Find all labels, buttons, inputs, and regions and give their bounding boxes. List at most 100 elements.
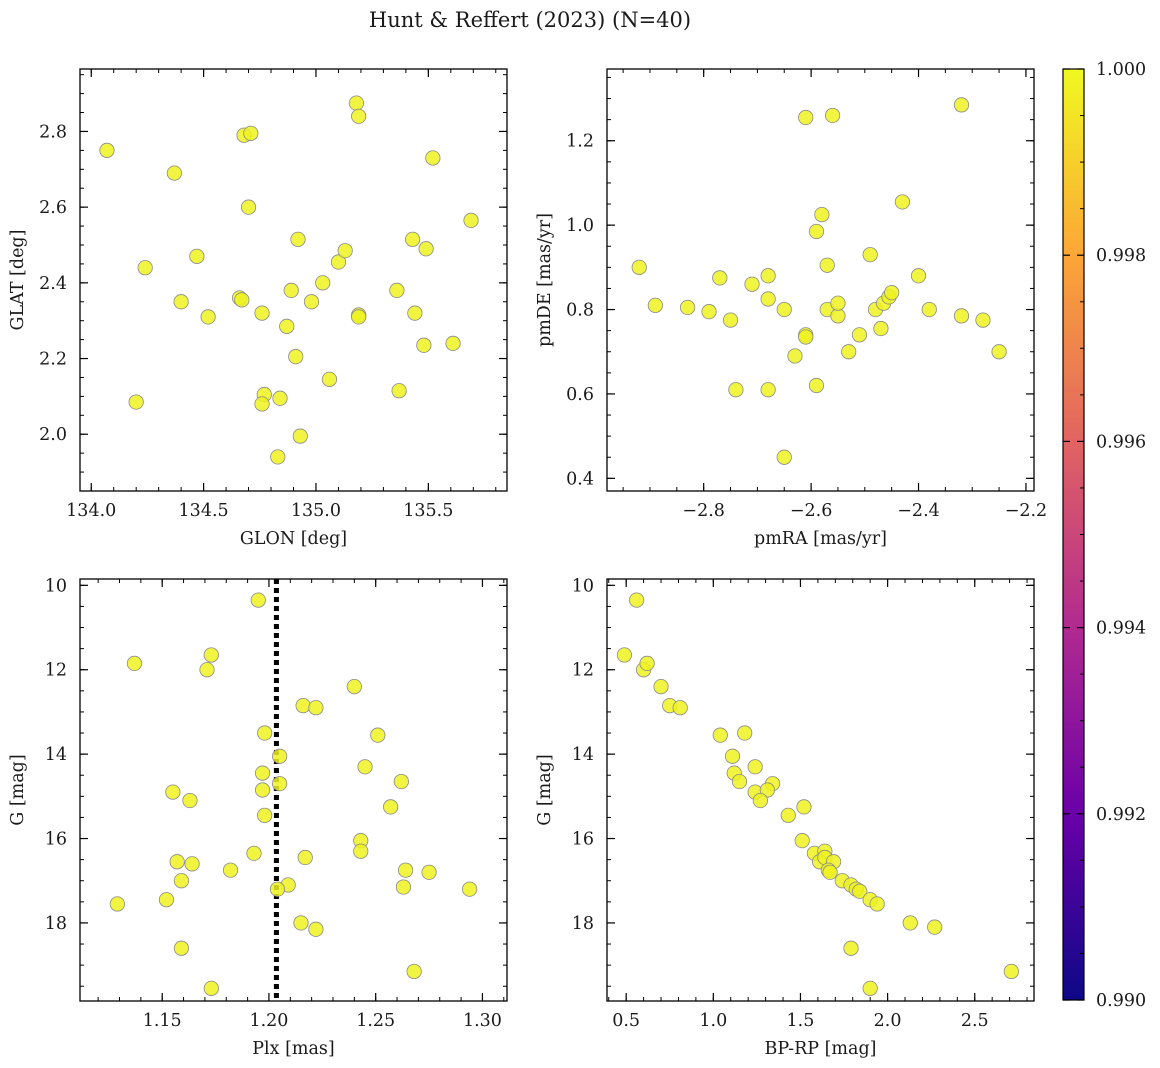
data-point <box>747 759 763 775</box>
data-point <box>787 348 803 364</box>
data-point <box>383 799 399 815</box>
data-point <box>254 765 271 781</box>
panel-glon-glat: 134.0 134.5 135.0 135.5 2.0 2.2 2.4 2.6 2.8 GLON … <box>8 68 508 549</box>
axes-frame <box>606 578 1035 1002</box>
data-point <box>254 396 270 412</box>
data-point <box>647 297 663 313</box>
data-point <box>724 748 741 764</box>
x-axis-label: GLON [deg] <box>240 529 347 549</box>
data-point <box>830 308 846 324</box>
data-point <box>737 725 753 741</box>
data-point <box>393 773 409 790</box>
data-point <box>351 108 367 124</box>
data-point <box>254 305 270 321</box>
data-point <box>257 725 273 741</box>
data-point <box>991 344 1007 360</box>
y-tick-label: 18 <box>572 914 594 934</box>
y-axis-label: pmDE [mas/yr] <box>535 213 555 347</box>
data-point <box>824 107 841 124</box>
data-point <box>798 329 814 345</box>
data-point <box>921 301 937 318</box>
data-point <box>169 854 185 870</box>
data-point <box>814 206 830 223</box>
colorbar-tick-label: 0.996 <box>1096 432 1146 452</box>
data-point <box>389 282 405 299</box>
data-point <box>722 312 739 328</box>
x-tick-label: 1.20 <box>249 1011 288 1031</box>
data-point <box>851 327 868 343</box>
data-point <box>776 449 792 465</box>
data-point <box>953 308 970 324</box>
data-point <box>246 845 262 861</box>
x-tick-label: 135.0 <box>291 501 341 521</box>
x-tick-label: 1.30 <box>463 1011 502 1031</box>
data-point <box>272 390 288 406</box>
data-point <box>808 223 825 240</box>
data-point <box>910 268 927 284</box>
data-point <box>330 254 347 270</box>
data-point <box>862 247 878 263</box>
x-tick-label: −2.8 <box>682 501 725 521</box>
data-point <box>760 382 776 398</box>
data-point <box>808 377 825 394</box>
colorbar: 0.990 0.992 0.994 0.996 0.998 1.000 <box>1062 60 1146 1011</box>
y-axis-label: GLAT [deg] <box>8 230 28 331</box>
data-point <box>348 95 365 111</box>
data-point <box>975 312 991 328</box>
y-tick-label: 10 <box>45 576 67 596</box>
y-tick-label: 2.2 <box>39 350 67 370</box>
data-point <box>315 275 331 291</box>
data-point <box>346 679 362 695</box>
y-tick-label: 1.2 <box>566 132 594 152</box>
x-tick-label: 1.25 <box>356 1011 395 1031</box>
y-tick-label: 16 <box>45 830 67 850</box>
data-point <box>445 335 461 351</box>
data-point <box>884 285 900 301</box>
data-point <box>843 940 859 956</box>
colorbar-tick-label: 1.000 <box>1096 60 1146 80</box>
data-point <box>272 748 288 764</box>
data-point <box>293 915 309 931</box>
data-point <box>391 383 407 399</box>
y-tick-label: 2.4 <box>39 274 67 294</box>
panel-parallax-magnitude: 1.15 1.20 1.25 1.30 10 12 14 16 18 Plx [mas] G [ma… <box>8 576 508 1059</box>
y-tick-label: 1.0 <box>566 216 594 236</box>
data-point <box>639 655 655 672</box>
y-tick-label: 14 <box>45 745 67 765</box>
data-point <box>406 963 422 980</box>
data-point <box>182 792 198 809</box>
data-point <box>1003 963 1019 980</box>
data-point <box>234 292 250 308</box>
data-point <box>631 259 647 275</box>
x-axis-label: BP-RP [mag] <box>765 1039 877 1059</box>
x-tick-label: −2.2 <box>1005 501 1048 521</box>
data-point <box>397 862 414 878</box>
data-point <box>796 799 812 815</box>
data-point <box>337 243 353 259</box>
data-point <box>240 199 257 215</box>
x-tick-label: −2.4 <box>897 501 940 521</box>
data-point <box>425 150 441 166</box>
data-point <box>353 843 369 859</box>
data-point <box>759 782 775 798</box>
data-point <box>421 864 437 880</box>
y-tick-label: 16 <box>572 830 594 850</box>
data-point <box>760 268 776 284</box>
x-tick-label: 1.15 <box>143 1011 182 1031</box>
data-point <box>370 727 386 743</box>
y-tick-label: 18 <box>45 914 67 934</box>
data-point <box>189 248 205 264</box>
data-point <box>760 291 776 307</box>
data-point <box>672 700 688 716</box>
data-point <box>222 862 239 878</box>
axes-frame <box>79 68 508 492</box>
y-tick-label: 12 <box>572 661 594 681</box>
data-point <box>462 881 478 897</box>
data-point <box>395 879 412 895</box>
data-point <box>679 299 696 316</box>
x-tick-label: 134.5 <box>179 501 229 521</box>
y-tick-label: 10 <box>572 576 594 596</box>
data-point <box>158 892 175 908</box>
data-point <box>798 109 814 126</box>
data-point <box>292 428 308 444</box>
